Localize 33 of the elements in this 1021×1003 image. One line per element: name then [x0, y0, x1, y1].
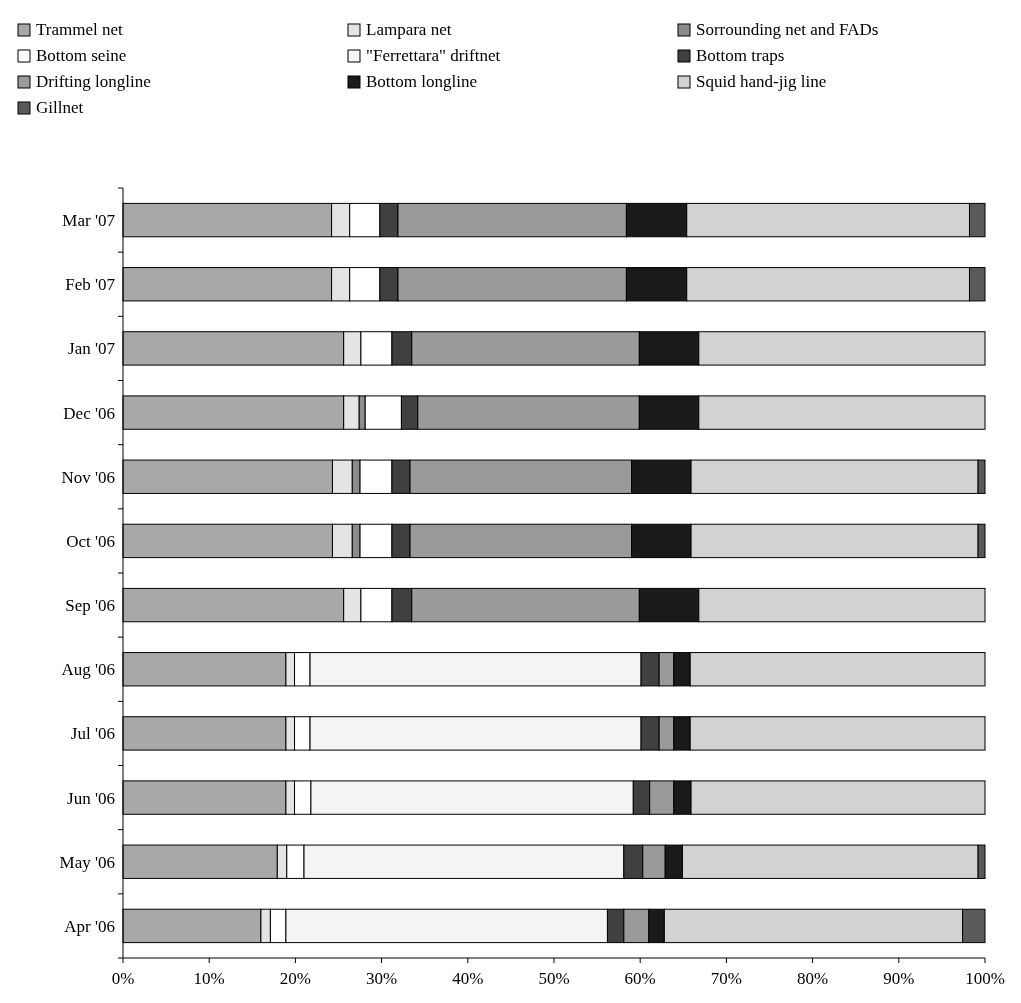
legend-label: "Ferrettara" driftnet [366, 46, 501, 65]
legend-label: Squid hand-jig line [696, 72, 827, 91]
legend-label: Gillnet [36, 98, 84, 117]
y-tick-label: May '06 [59, 852, 115, 872]
x-tick-label: 100% [965, 969, 1005, 988]
legend-label: Drifting longline [36, 72, 151, 91]
y-tick-label: Nov '06 [61, 467, 115, 487]
y-tick-label: Jul '06 [70, 724, 115, 744]
x-tick-label: 50% [538, 969, 570, 988]
y-tick-label: Dec '06 [63, 403, 115, 423]
x-tick-label: 60% [624, 969, 656, 988]
x-tick-label: 0% [111, 969, 135, 988]
x-tick-label: 30% [366, 969, 398, 988]
y-tick-label: Apr '06 [64, 916, 115, 936]
y-tick-label: Jan '07 [68, 339, 116, 359]
x-tick-label: 70% [710, 969, 742, 988]
legend-label: Trammel net [36, 20, 123, 39]
x-tick-label: 80% [797, 969, 829, 988]
x-tick-label: 20% [279, 969, 311, 988]
legend-label: Bottom seine [36, 46, 127, 65]
legend-label: Sorrounding net and FADs [696, 20, 879, 39]
y-tick-label: Oct '06 [66, 531, 115, 551]
y-tick-label: Sep '06 [65, 596, 115, 616]
legend-label: Bottom traps [696, 46, 785, 65]
x-tick-label: 10% [193, 969, 225, 988]
legend-label: Lampara net [366, 20, 452, 39]
y-tick-label: Aug '06 [61, 660, 115, 680]
x-tick-label: 40% [452, 969, 484, 988]
y-tick-label: Feb '07 [65, 275, 116, 295]
legend-label: Bottom longline [366, 72, 477, 91]
y-tick-label: Jun '06 [67, 788, 115, 808]
x-tick-label: 90% [883, 969, 915, 988]
y-tick-label: Mar '07 [62, 211, 116, 231]
